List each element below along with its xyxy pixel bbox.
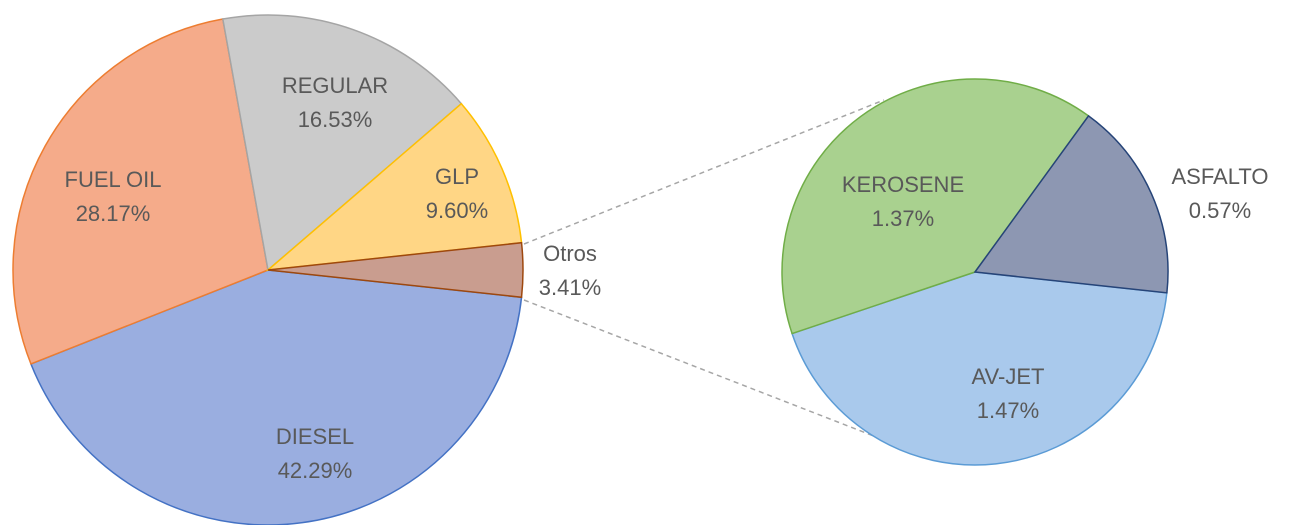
value-label: 0.57% [1189, 198, 1251, 223]
connector-line [523, 99, 885, 245]
connector-line [523, 299, 885, 441]
pie-slice [973, 114, 1169, 294]
pie-slice [791, 271, 1168, 466]
value-label: 1.47% [977, 398, 1039, 423]
value-label: 42.29% [278, 458, 353, 483]
pie-slice [221, 14, 463, 272]
value-label: 1.37% [872, 206, 934, 231]
pie-slice [781, 78, 1090, 335]
value-label: 16.53% [298, 107, 373, 132]
slice-label: ASFALTO [1171, 164, 1268, 189]
pie-slice [267, 241, 524, 299]
slice-label: AV-JET [972, 364, 1045, 389]
pie-slice [12, 18, 269, 365]
slice-label: FUEL OIL [65, 167, 162, 192]
value-label: 28.17% [76, 201, 151, 226]
pie-slice [265, 102, 523, 272]
slice-label: DIESEL [276, 424, 354, 449]
slice-label: KEROSENE [842, 172, 964, 197]
slice-label: REGULAR [282, 73, 388, 98]
slice-label: GLP [435, 164, 479, 189]
value-label: 3.41% [539, 275, 601, 300]
value-label: 9.60% [426, 198, 488, 223]
pie-slice [29, 269, 523, 525]
slice-label: Otros [543, 241, 597, 266]
